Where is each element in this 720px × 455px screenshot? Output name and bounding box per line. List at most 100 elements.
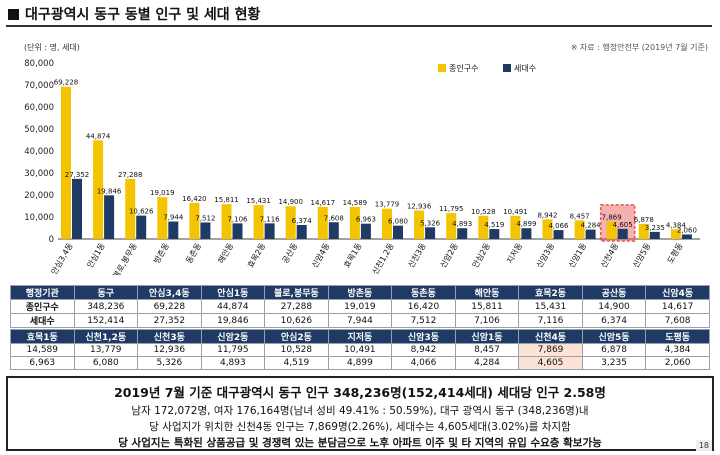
table-cell: 11,795 bbox=[200, 343, 266, 357]
bar-population bbox=[157, 197, 168, 239]
table-cell: 4,384 bbox=[645, 343, 710, 357]
table-cell: 4,066 bbox=[391, 356, 456, 370]
data-label-households: 6,374 bbox=[292, 217, 313, 225]
data-label-population: 27,288 bbox=[118, 171, 143, 179]
bar-population bbox=[414, 210, 425, 239]
x-tick-label: 효목1동 bbox=[342, 242, 363, 270]
table-cell: 348,236 bbox=[73, 299, 139, 314]
table-header-cell: 지저동 bbox=[327, 329, 393, 344]
x-tick-label: 공산동 bbox=[280, 241, 300, 265]
table-cell: 69,228 bbox=[137, 299, 202, 314]
bar-population bbox=[670, 229, 681, 239]
x-tick-label: 효목2동 bbox=[246, 242, 267, 270]
bar-households bbox=[200, 222, 211, 239]
bar-population bbox=[349, 206, 360, 239]
bar-households bbox=[168, 221, 179, 239]
bar-population bbox=[606, 221, 617, 239]
data-label-population: 14,900 bbox=[278, 198, 303, 206]
table-cell: 12,936 bbox=[137, 343, 202, 357]
table-row-label: 세대수 bbox=[10, 313, 75, 328]
bar-population bbox=[510, 215, 521, 239]
data-label-population: 6,878 bbox=[634, 216, 654, 224]
source-note: ※ 자료 : 행정안전부 (2019년 7월 기준) bbox=[570, 43, 708, 52]
data-label-population: 12,936 bbox=[407, 203, 432, 211]
table-header-cell: 안심1동 bbox=[200, 285, 266, 300]
bar-households bbox=[425, 227, 436, 239]
legend-swatch-population bbox=[438, 64, 446, 72]
y-tick-label: 70,000 bbox=[24, 81, 54, 91]
x-tick-label: 신천4동 bbox=[598, 241, 620, 270]
bar-households bbox=[136, 215, 147, 239]
data-label-households: 4,893 bbox=[452, 220, 472, 228]
x-tick-label: 불로,봉무동 bbox=[111, 241, 139, 275]
table-cell: 4,284 bbox=[454, 356, 520, 370]
table-cell: 14,617 bbox=[645, 299, 710, 314]
population-table-bottom: 효목1동 신천1,2동 신천3동 신암2동 안심2동 지저동 신암3동 신암1동 신천4동 신암5… bbox=[10, 329, 710, 370]
table-header-row: 효목1동 신천1,2동 신천3동 신암2동 안심2동 지저동 신암3동 신암1동 신천4동 신암5… bbox=[10, 329, 710, 344]
bar-population bbox=[189, 202, 200, 239]
table-header-cell: 동구 bbox=[73, 285, 139, 300]
table-cell: 16,420 bbox=[391, 299, 456, 314]
title-bullet-icon bbox=[8, 8, 19, 20]
data-label-households: 3,235 bbox=[645, 224, 665, 232]
bar-population bbox=[542, 219, 553, 239]
table-header-row: 행정기관 동구 안심3,4동 안심1동 불로,봉무동 방촌동 동촌동 해안동 효목2동 공산동 신암… bbox=[10, 285, 710, 300]
table-cell: 6,374 bbox=[581, 313, 647, 328]
bar-population bbox=[446, 213, 457, 239]
summary-line-3: 당 사업지가 위치한 신천4동 인구는 7,869명(2.26%), 세대수는 … bbox=[149, 421, 571, 433]
y-tick-label: 40,000 bbox=[24, 147, 54, 157]
summary-box: 2019년 7월 기준 대구광역시 동구 인구 348,236명(152,414… bbox=[6, 376, 714, 451]
unit-note: (단위 : 명, 세대) bbox=[24, 43, 80, 52]
page-number: 18 bbox=[695, 440, 712, 451]
bar-households bbox=[296, 224, 307, 239]
data-label-households: 7,608 bbox=[324, 214, 344, 222]
table-cell: 19,019 bbox=[327, 299, 393, 314]
legend-label-population: 종인구수 bbox=[449, 63, 478, 73]
x-tick-label: 신암3동 bbox=[534, 241, 556, 270]
x-tick-label: 안심2동 bbox=[470, 241, 492, 270]
table-cell: 2,060 bbox=[645, 356, 710, 370]
data-label-households: 10,626 bbox=[129, 208, 154, 216]
bar-households bbox=[264, 223, 275, 239]
bar-households bbox=[649, 231, 660, 239]
data-label-households: 4,066 bbox=[548, 222, 569, 230]
data-label-households: 6,963 bbox=[356, 216, 376, 224]
data-label-population: 11,795 bbox=[439, 205, 464, 213]
data-label-households: 4,605 bbox=[613, 221, 633, 229]
table-cell: 10,626 bbox=[264, 313, 329, 328]
table-row: 세대수 152,414 27,352 19,846 10,626 7,944 7,512 7,… bbox=[10, 313, 710, 328]
table-cell: 15,811 bbox=[454, 299, 520, 314]
data-label-population: 16,420 bbox=[182, 195, 207, 203]
page-title: 대구광역시 동구 동별 인구 및 세대 현황 bbox=[8, 4, 260, 24]
table-cell: 6,080 bbox=[73, 356, 139, 370]
table-header-cell: 불로,봉무동 bbox=[264, 285, 329, 300]
table-cell: 5,326 bbox=[137, 356, 202, 370]
x-tick-label: 신천3동 bbox=[406, 241, 428, 270]
bar-households bbox=[72, 178, 82, 239]
bar-households bbox=[553, 230, 564, 239]
data-label-households: 7,944 bbox=[163, 214, 184, 222]
summary-line-1: 2019년 7월 기준 대구광역시 동구 인구 348,236명(152,414… bbox=[114, 385, 606, 400]
data-label-population: 19,019 bbox=[150, 189, 175, 197]
data-label-households: 7,512 bbox=[195, 214, 215, 222]
bar-population bbox=[61, 86, 71, 240]
data-label-households: 2,060 bbox=[677, 226, 697, 234]
bar-population bbox=[478, 215, 489, 239]
table-cell: 13,779 bbox=[73, 343, 139, 357]
table-header-cell: 신암3동 bbox=[391, 329, 456, 344]
bar-households bbox=[232, 223, 243, 239]
table-cell: 10,491 bbox=[327, 343, 393, 357]
data-label-population: 15,431 bbox=[246, 197, 271, 205]
table-header-cell: 동촌동 bbox=[391, 285, 456, 300]
table-cell: 6,878 bbox=[581, 343, 647, 357]
data-label-population: 4,384 bbox=[666, 221, 687, 229]
table-row: 종인구수 348,236 69,228 44,874 27,288 19,019 16,42… bbox=[10, 299, 710, 314]
x-tick-label: 방촌동 bbox=[151, 241, 171, 265]
x-tick-label: 신암4동 bbox=[309, 241, 331, 270]
table-header-cell: 공산동 bbox=[581, 285, 647, 300]
bar-population bbox=[382, 208, 392, 239]
bar-population bbox=[221, 204, 232, 239]
data-label-households: 7,106 bbox=[227, 215, 248, 223]
bar-population bbox=[93, 140, 104, 239]
x-tick-label: 신천1,2동 bbox=[370, 241, 396, 275]
